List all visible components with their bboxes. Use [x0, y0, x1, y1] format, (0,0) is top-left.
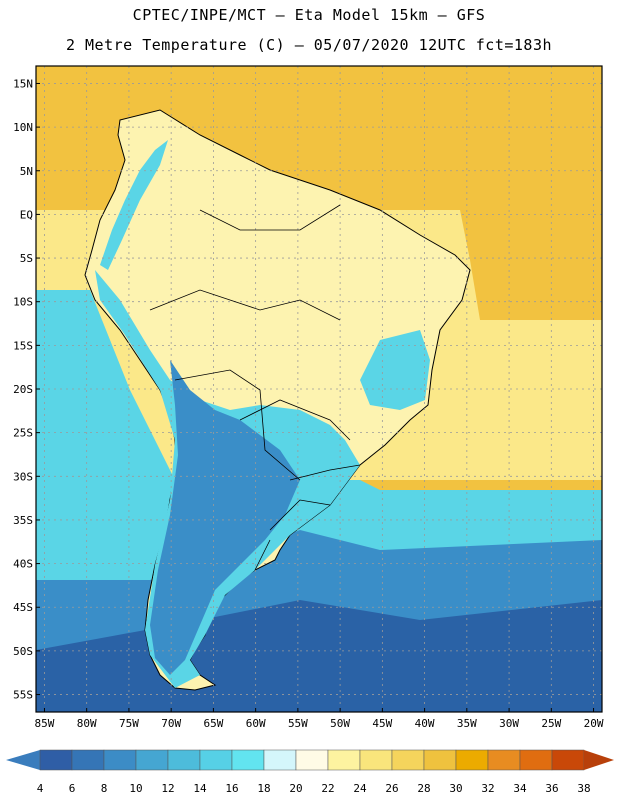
latitude-label: 25S: [13, 427, 33, 440]
longitude-label: 55W: [288, 717, 308, 730]
latitude-labels: 15N 10N 5N EQ 5S 10S 15S 20S 25S 30S 35S 40S 45S 50S 5…: [13, 77, 40, 702]
legend-label: 10: [129, 782, 142, 795]
legend-label: 8: [101, 782, 108, 795]
legend-color-box: [71, 749, 105, 771]
latitude-label: 5S: [20, 252, 33, 265]
legend-color-box: [295, 749, 329, 771]
longitude-label: 25W: [541, 717, 561, 730]
patagonia-cold-zone: [150, 360, 300, 675]
latitude-label: 15N: [13, 77, 33, 90]
legend-label: 20: [289, 782, 302, 795]
legend-label: 18: [257, 782, 270, 795]
latitude-label: 50S: [13, 645, 33, 658]
legend-label: 16: [225, 782, 238, 795]
legend-color-box: [359, 749, 393, 771]
longitude-label: 30W: [499, 717, 519, 730]
latitude-label: EQ: [20, 208, 33, 221]
legend-color-box: [263, 749, 297, 771]
longitude-label: 75W: [119, 717, 139, 730]
legend-color-box: [103, 749, 137, 771]
latitude-label: 15S: [13, 339, 33, 352]
legend-color-box: [327, 749, 361, 771]
latitude-label: 10S: [13, 296, 33, 309]
legend-label: 12: [161, 782, 174, 795]
legend-high-arrow: [584, 750, 614, 770]
latitude-label: 45S: [13, 601, 33, 614]
legend-color-box: [519, 749, 553, 771]
latitude-label: 55S: [13, 689, 33, 702]
legend-label: 38: [577, 782, 590, 795]
longitude-label: 50W: [330, 717, 350, 730]
latitude-label: 30S: [13, 470, 33, 483]
latitude-label: 40S: [13, 558, 33, 571]
legend-labels: 4 6 8 10 12 14 16 18 20 22 24 26 28 30 32 34 36 38: [37, 782, 591, 795]
legend-color-box: [135, 749, 169, 771]
southeast-cool-zone: [360, 330, 430, 410]
legend-label: 28: [417, 782, 430, 795]
latitude-label: 20S: [13, 383, 33, 396]
legend-color-box: [39, 749, 73, 771]
legend-label: 4: [37, 782, 44, 795]
temperature-map: 15N 10N 5N EQ 5S 10S 15S 20S 25S 30S 35S 40S 45S 50S 5…: [13, 65, 604, 730]
legend-color-box: [551, 749, 585, 771]
northern-andes-zone: [100, 140, 168, 270]
legend-label: 34: [513, 782, 527, 795]
longitude-label: 45W: [372, 717, 392, 730]
legend-label: 36: [545, 782, 558, 795]
graticule: [36, 66, 602, 712]
legend-label: 26: [385, 782, 398, 795]
map-subtitle: 2 Metre Temperature (C) – 05/07/2020 12U…: [65, 36, 553, 54]
latitude-label: 5N: [20, 165, 33, 178]
legend-label: 6: [69, 782, 76, 795]
country-borders: [149, 204, 361, 571]
legend-low-arrow: [6, 750, 40, 770]
longitude-label: 80W: [77, 717, 97, 730]
legend-label: 22: [321, 782, 334, 795]
map-title: CPTEC/INPE/MCT – Eta Model 15km – GFS: [132, 6, 486, 24]
legend-color-box: [231, 749, 265, 771]
legend-color-boxes: [39, 749, 585, 771]
longitude-label: 65W: [203, 717, 223, 730]
legend-label: 24: [353, 782, 367, 795]
longitude-labels: 85W 80W 75W 70W 65W 60W 55W 50W 45W 40W 35W 30W 25W 2…: [35, 708, 604, 730]
color-legend: 4 6 8 10 12 14 16 18 20 22 24 26 28 30 32 34 36 38: [6, 749, 614, 795]
legend-label: 30: [449, 782, 462, 795]
legend-color-box: [455, 749, 489, 771]
latitude-label: 35S: [13, 514, 33, 527]
map-field: [36, 66, 602, 712]
longitude-label: 35W: [457, 717, 477, 730]
legend-color-box: [391, 749, 425, 771]
longitude-label: 20W: [584, 717, 604, 730]
legend-label: 14: [193, 782, 207, 795]
longitude-label: 40W: [415, 717, 435, 730]
longitude-label: 70W: [161, 717, 181, 730]
legend-color-box: [423, 749, 457, 771]
legend-color-box: [199, 749, 233, 771]
latitude-label: 10N: [13, 121, 33, 134]
longitude-label: 60W: [246, 717, 266, 730]
legend-color-box: [167, 749, 201, 771]
longitude-label: 85W: [35, 717, 55, 730]
legend-color-box: [487, 749, 521, 771]
legend-label: 32: [481, 782, 494, 795]
